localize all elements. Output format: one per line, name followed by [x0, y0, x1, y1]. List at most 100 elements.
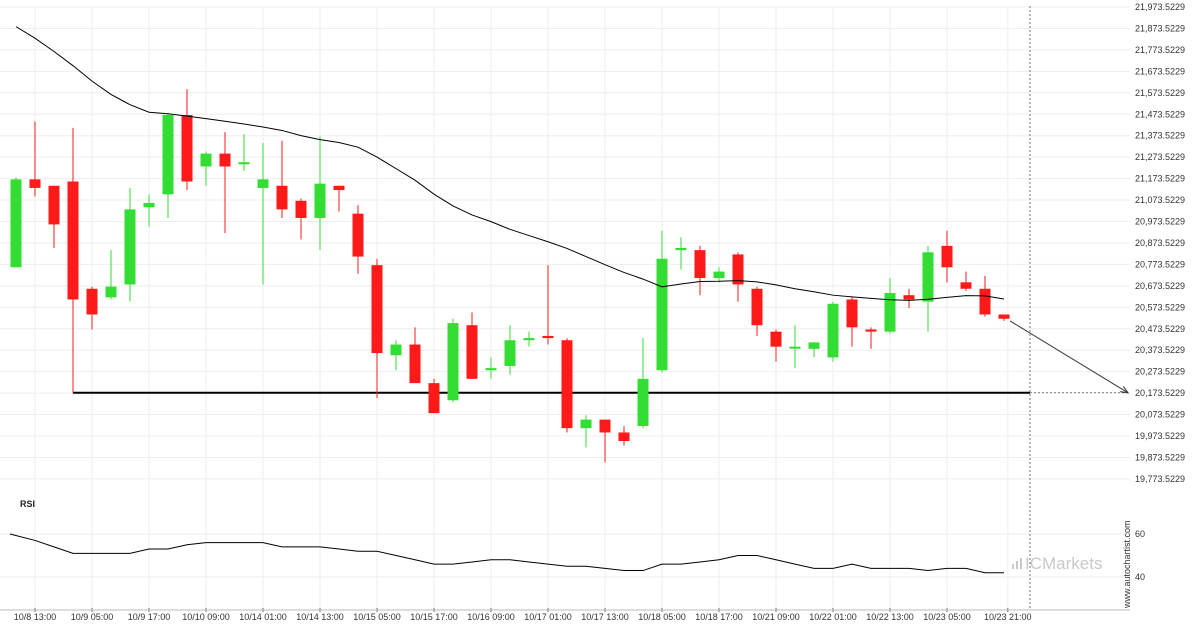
x-tick-label: 10/10 09:00: [182, 612, 230, 622]
x-tick-label: 10/15 05:00: [353, 612, 401, 622]
y-tick-label: 19,773.5229: [1135, 474, 1185, 484]
x-tick-label: 10/14 01:00: [239, 612, 287, 622]
candle-body: [29, 179, 41, 188]
forecast-arrow: [1009, 320, 1130, 394]
x-tick-label: 10/9 17:00: [128, 612, 171, 622]
candle-body: [903, 295, 915, 300]
candle-body: [808, 342, 820, 349]
candle-body: [751, 288, 763, 326]
y-tick-label: 20,673.5229: [1135, 281, 1185, 291]
candle-body: [181, 115, 193, 182]
y-tick-label: 20,473.5229: [1135, 324, 1185, 334]
forecast-line: [1009, 320, 1129, 394]
y-tick-label: 21,973.5229: [1135, 2, 1185, 12]
watermark: ICMarkets: [1012, 554, 1102, 573]
candle-body: [922, 252, 934, 302]
candle-body: [637, 378, 649, 427]
candle-body: [998, 314, 1010, 319]
candle-body: [846, 299, 858, 328]
candle-body: [86, 288, 98, 315]
candle-body: [257, 179, 269, 188]
candle-body: [941, 245, 953, 268]
candlestick-series: [10, 89, 1010, 463]
x-tick-label: 10/18 17:00: [695, 612, 743, 622]
y-tick-label: 19,973.5229: [1135, 431, 1185, 441]
x-tick-label: 10/18 05:00: [638, 612, 686, 622]
candle-body: [333, 185, 345, 191]
x-tick-label: 10/15 17:00: [410, 612, 458, 622]
y-tick-label: 21,673.5229: [1135, 66, 1185, 76]
y-tick-label: 21,473.5229: [1135, 109, 1185, 119]
y-tick-label: 20,373.5229: [1135, 345, 1185, 355]
y-tick-label: 21,573.5229: [1135, 88, 1185, 98]
candle-body: [865, 329, 877, 332]
rsi-line: [9, 533, 1004, 574]
candle-body: [390, 344, 402, 356]
candle-body: [67, 181, 79, 300]
x-tick-label: 10/22 13:00: [866, 612, 914, 622]
y-tick-label: 21,073.5229: [1135, 195, 1185, 205]
y-tick-label: 19,873.5229: [1135, 452, 1185, 462]
candle-body: [713, 271, 725, 279]
icmarkets-logo-icon: [1012, 558, 1022, 569]
candle-body: [428, 383, 440, 414]
candle-body: [827, 303, 839, 358]
x-tick-label: 10/8 13:00: [14, 612, 57, 622]
y-tick-label: 20,873.5229: [1135, 238, 1185, 248]
y-tick-label: 21,273.5229: [1135, 152, 1185, 162]
candle-body: [447, 323, 459, 401]
candle-body: [789, 346, 801, 349]
y-tick-label: 21,773.5229: [1135, 45, 1185, 55]
candle-body: [732, 254, 744, 285]
candle-body: [618, 432, 630, 442]
y-tick-label: 20,573.5229: [1135, 302, 1185, 312]
rsi-label: RSI: [20, 499, 35, 509]
y-tick-label: 20,973.5229: [1135, 217, 1185, 227]
candle-body: [219, 153, 231, 167]
candle-body: [200, 153, 212, 167]
candle-body: [504, 340, 516, 366]
watermark-text: ICMarkets: [1025, 554, 1102, 573]
x-tick-label: 10/17 01:00: [524, 612, 572, 622]
candle-body: [295, 200, 307, 218]
candle-body: [656, 258, 668, 371]
candle-body: [352, 213, 364, 257]
y-tick-label: 21,173.5229: [1135, 174, 1185, 184]
candle-body: [694, 250, 706, 279]
rsi-axis: 60 40: [1135, 529, 1145, 582]
candle-body: [523, 338, 535, 341]
rsi-tick-label: 40: [1135, 572, 1145, 582]
candle-body: [314, 183, 326, 218]
candle-body: [238, 162, 250, 165]
candle-body: [561, 340, 573, 429]
x-tick-label: 10/23 21:00: [984, 612, 1032, 622]
y-tick-label: 20,173.5229: [1135, 388, 1185, 398]
x-tick-label: 10/17 13:00: [581, 612, 629, 622]
source-url: www.autochartist.com: [1122, 520, 1132, 609]
x-tick-label: 10/21 09:00: [752, 612, 800, 622]
candle-body: [675, 247, 687, 251]
candle-body: [485, 368, 497, 371]
y-tick-label: 20,773.5229: [1135, 259, 1185, 269]
candle-body: [48, 185, 60, 225]
candle-body: [599, 419, 611, 433]
rsi-tick-label: 60: [1135, 529, 1145, 539]
candle-body: [162, 115, 174, 195]
candle-body: [542, 335, 554, 339]
candle-body: [409, 344, 421, 384]
y-tick-label: 20,073.5229: [1135, 410, 1185, 420]
candle-body: [105, 286, 117, 298]
candle-body: [770, 331, 782, 347]
rsi-grid-lines: [0, 533, 1130, 578]
candle-body: [580, 419, 592, 429]
y-tick-label: 21,873.5229: [1135, 23, 1185, 33]
candle-body: [10, 179, 22, 268]
candle-body: [276, 185, 288, 210]
grid-lines: [0, 6, 1130, 610]
time-axis: 10/8 13:00 10/9 05:00 10/9 17:00 10/10 09:0…: [0, 608, 1130, 622]
candle-body: [960, 282, 972, 289]
x-tick-label: 10/16 09:00: [467, 612, 515, 622]
y-tick-label: 20,273.5229: [1135, 367, 1185, 377]
candle-body: [124, 209, 136, 285]
